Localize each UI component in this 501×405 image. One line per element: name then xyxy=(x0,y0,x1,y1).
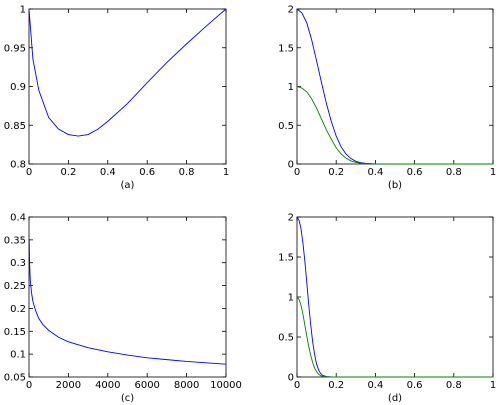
y-tick-label: 0.5 xyxy=(278,121,294,132)
x-tick-label: 0.2 xyxy=(328,167,344,178)
x-tick-label: 0.6 xyxy=(407,380,423,391)
subplot-2: 0 0.2 0.4 0.6 0.8 1 0 0.5 1 1.5 2 (b) xyxy=(278,5,496,192)
series-line-1 xyxy=(296,8,493,165)
x-tick-label: 0 xyxy=(294,380,300,391)
y-tick-label: 0.1 xyxy=(10,350,26,361)
axes-frame xyxy=(296,216,494,378)
series-line-2 xyxy=(296,86,493,165)
y-tick-label: 0.9 xyxy=(10,82,26,93)
x-tick-label: 0.4 xyxy=(100,167,116,178)
axes-frame xyxy=(28,8,227,165)
x-tick-label: 1 xyxy=(490,380,496,391)
axes-frame xyxy=(28,216,227,378)
y-tick-label: 0.8 xyxy=(10,160,26,171)
y-tick-label: 0.05 xyxy=(4,373,26,384)
y-tick-label: 0.15 xyxy=(4,327,26,338)
series-line-2 xyxy=(296,296,493,378)
subplot-caption: (b) xyxy=(388,180,402,191)
axes-frame xyxy=(296,8,494,165)
y-tick-label: 0 xyxy=(288,373,294,384)
x-tick-label: 0 xyxy=(26,167,32,178)
x-tick-label: 0.8 xyxy=(446,380,462,391)
y-tick-label: 1.5 xyxy=(278,253,294,264)
y-tick-label: 0.5 xyxy=(278,333,294,344)
series-line-1 xyxy=(28,8,227,137)
y-tick-label: 1.5 xyxy=(278,43,294,54)
subplot-caption: (d) xyxy=(388,393,402,404)
x-tick-label: 4000 xyxy=(95,380,120,391)
y-tick-label: 0.35 xyxy=(4,235,26,246)
x-tick-label: 8000 xyxy=(174,380,199,391)
x-tick-label: 1 xyxy=(490,167,496,178)
x-tick-label: 0 xyxy=(294,167,300,178)
series-line-1 xyxy=(28,239,227,365)
x-tick-label: 10000 xyxy=(210,380,242,391)
y-tick-label: 2 xyxy=(288,213,294,224)
y-tick-label: 0.25 xyxy=(4,281,26,292)
subplot-1: 0 0.2 0.4 0.6 0.8 1 0.8 0.85 0.9 0.95 1 (a) xyxy=(4,5,229,192)
subplot-caption: (c) xyxy=(121,393,134,404)
series-line-1 xyxy=(296,216,493,378)
x-tick-label: 2000 xyxy=(56,380,81,391)
y-tick-label: 0 xyxy=(288,160,294,171)
x-tick-label: 0.8 xyxy=(446,167,462,178)
x-tick-label: 0.2 xyxy=(328,380,344,391)
subplot-3: 0 2000 4000 6000 8000 10000 0.05 0.1 0.15 0.2 0.25… xyxy=(4,213,242,405)
y-tick-label: 1 xyxy=(288,82,294,93)
x-tick-label: 0.2 xyxy=(60,167,76,178)
x-tick-label: 1 xyxy=(223,167,229,178)
x-tick-label: 0.4 xyxy=(367,380,383,391)
y-tick-label: 1 xyxy=(288,293,294,304)
y-tick-label: 0.95 xyxy=(4,43,26,54)
y-tick-label: 2 xyxy=(288,5,294,16)
x-tick-label: 0 xyxy=(26,380,32,391)
y-tick-label: 0.4 xyxy=(10,213,26,224)
y-tick-label: 0.2 xyxy=(10,304,26,315)
y-tick-label: 1 xyxy=(20,5,26,16)
y-tick-label: 0.85 xyxy=(4,121,26,132)
x-tick-label: 0.8 xyxy=(179,167,195,178)
x-tick-label: 0.6 xyxy=(139,167,155,178)
x-tick-label: 0.6 xyxy=(407,167,423,178)
subplot-4: 0 0.2 0.4 0.6 0.8 1 0 0.5 1 1.5 2 (d) xyxy=(278,213,496,405)
y-tick-label: 0.3 xyxy=(10,258,26,269)
x-tick-label: 6000 xyxy=(134,380,159,391)
x-tick-label: 0.4 xyxy=(367,167,383,178)
subplot-caption: (a) xyxy=(121,180,135,191)
